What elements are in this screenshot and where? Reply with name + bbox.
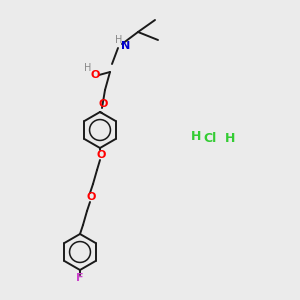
Text: H: H — [115, 35, 123, 45]
Text: O: O — [98, 99, 108, 109]
Text: Cl: Cl — [203, 131, 217, 145]
Text: H: H — [225, 131, 235, 145]
Text: O: O — [86, 192, 96, 202]
Text: H: H — [84, 63, 92, 73]
Text: F: F — [76, 273, 84, 283]
Text: O: O — [90, 70, 100, 80]
Text: N: N — [122, 41, 130, 51]
Text: O: O — [96, 150, 106, 160]
Text: H: H — [191, 130, 201, 143]
